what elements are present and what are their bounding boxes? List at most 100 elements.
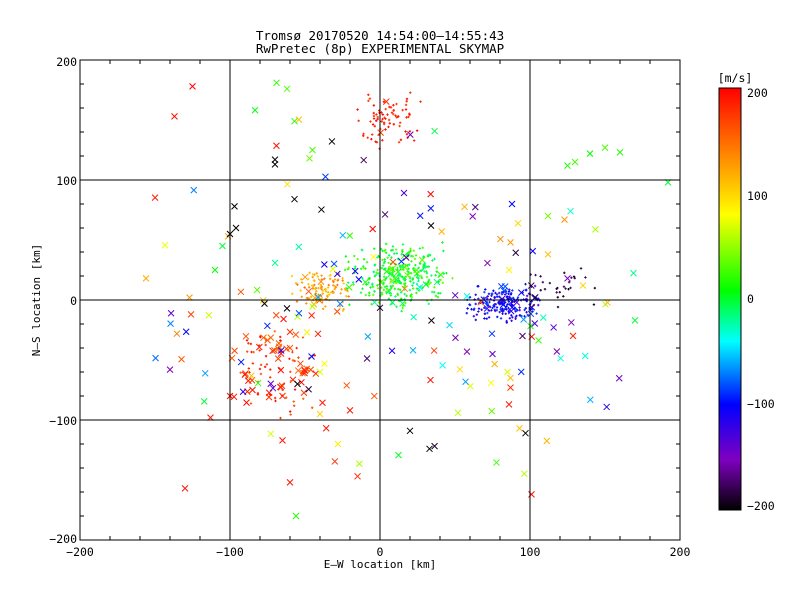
data-point <box>505 305 508 308</box>
data-point <box>523 308 526 312</box>
data-point <box>487 309 491 312</box>
data-point <box>375 140 379 144</box>
data-point <box>497 301 501 305</box>
data-point <box>314 293 322 301</box>
data-point <box>360 156 368 164</box>
data-point <box>383 278 387 282</box>
data-point <box>528 491 535 498</box>
data-point <box>252 350 255 354</box>
data-point <box>557 354 564 362</box>
data-point <box>257 344 261 347</box>
data-point <box>369 225 377 233</box>
data-point <box>289 379 293 383</box>
data-point <box>441 241 444 244</box>
data-point <box>407 267 410 270</box>
data-point <box>400 253 403 256</box>
data-point <box>427 190 435 198</box>
data-point <box>463 292 471 300</box>
data-point <box>274 399 277 403</box>
data-point <box>452 334 459 342</box>
data-point <box>390 274 394 277</box>
data-point <box>429 281 432 284</box>
data-point <box>474 318 477 322</box>
data-point <box>243 399 250 406</box>
data-point <box>401 243 405 246</box>
data-point <box>401 304 405 308</box>
data-point <box>201 369 209 377</box>
data-point <box>321 360 328 367</box>
data-point <box>414 254 418 257</box>
data-point <box>386 113 389 116</box>
data-point <box>411 277 415 280</box>
data-point <box>291 117 298 125</box>
data-point <box>438 228 446 235</box>
data-point <box>395 451 402 459</box>
data-point <box>373 290 376 293</box>
data-point <box>544 212 552 220</box>
colorbar-tick-label: 0 <box>747 292 754 306</box>
data-point <box>333 278 337 281</box>
data-point <box>497 235 504 243</box>
data-point <box>248 372 255 380</box>
data-point <box>562 295 565 298</box>
data-point <box>322 173 329 181</box>
data-point <box>389 284 392 288</box>
data-point <box>383 260 386 263</box>
data-point <box>366 136 369 139</box>
data-point <box>300 372 303 375</box>
data-point <box>506 303 509 306</box>
data-point <box>507 290 511 293</box>
data-point <box>533 284 537 288</box>
data-point <box>510 319 513 322</box>
data-point <box>409 91 412 94</box>
y-tick-label: −100 <box>49 414 77 428</box>
data-point <box>553 348 561 355</box>
data-point <box>382 281 385 284</box>
data-point <box>393 252 396 255</box>
data-point <box>300 281 304 284</box>
data-point <box>411 267 415 270</box>
data-point <box>249 386 256 394</box>
data-point <box>525 288 528 292</box>
data-point <box>311 275 314 279</box>
data-point <box>381 211 389 218</box>
data-point <box>362 132 365 136</box>
data-point <box>380 293 384 296</box>
data-point <box>410 293 413 296</box>
data-point <box>413 257 417 261</box>
axis-ticks <box>79 59 681 541</box>
data-point <box>173 330 181 338</box>
data-point <box>311 287 315 290</box>
data-point <box>427 222 435 229</box>
data-point <box>445 271 448 275</box>
data-point <box>345 294 348 298</box>
data-point <box>246 350 249 353</box>
data-point <box>518 308 521 312</box>
data-point <box>279 335 282 339</box>
data-point <box>303 329 311 336</box>
data-point <box>320 288 324 291</box>
data-point <box>305 385 312 393</box>
data-point <box>483 306 486 310</box>
data-point <box>343 382 351 389</box>
data-point <box>362 258 366 261</box>
data-point <box>219 242 226 250</box>
data-point <box>382 100 386 103</box>
grid-lines <box>80 60 680 540</box>
data-point <box>541 280 545 284</box>
data-point <box>375 271 378 274</box>
data-point <box>328 274 332 277</box>
data-point <box>508 317 512 320</box>
data-point <box>571 158 579 166</box>
data-point <box>572 275 576 278</box>
data-point <box>555 287 558 290</box>
data-point <box>400 189 408 197</box>
data-point <box>504 368 511 376</box>
data-point <box>360 248 364 252</box>
data-point <box>344 255 348 258</box>
data-point <box>399 282 403 285</box>
data-point <box>205 311 213 319</box>
data-point <box>434 274 437 277</box>
data-point <box>380 120 383 123</box>
data-point <box>579 267 583 270</box>
